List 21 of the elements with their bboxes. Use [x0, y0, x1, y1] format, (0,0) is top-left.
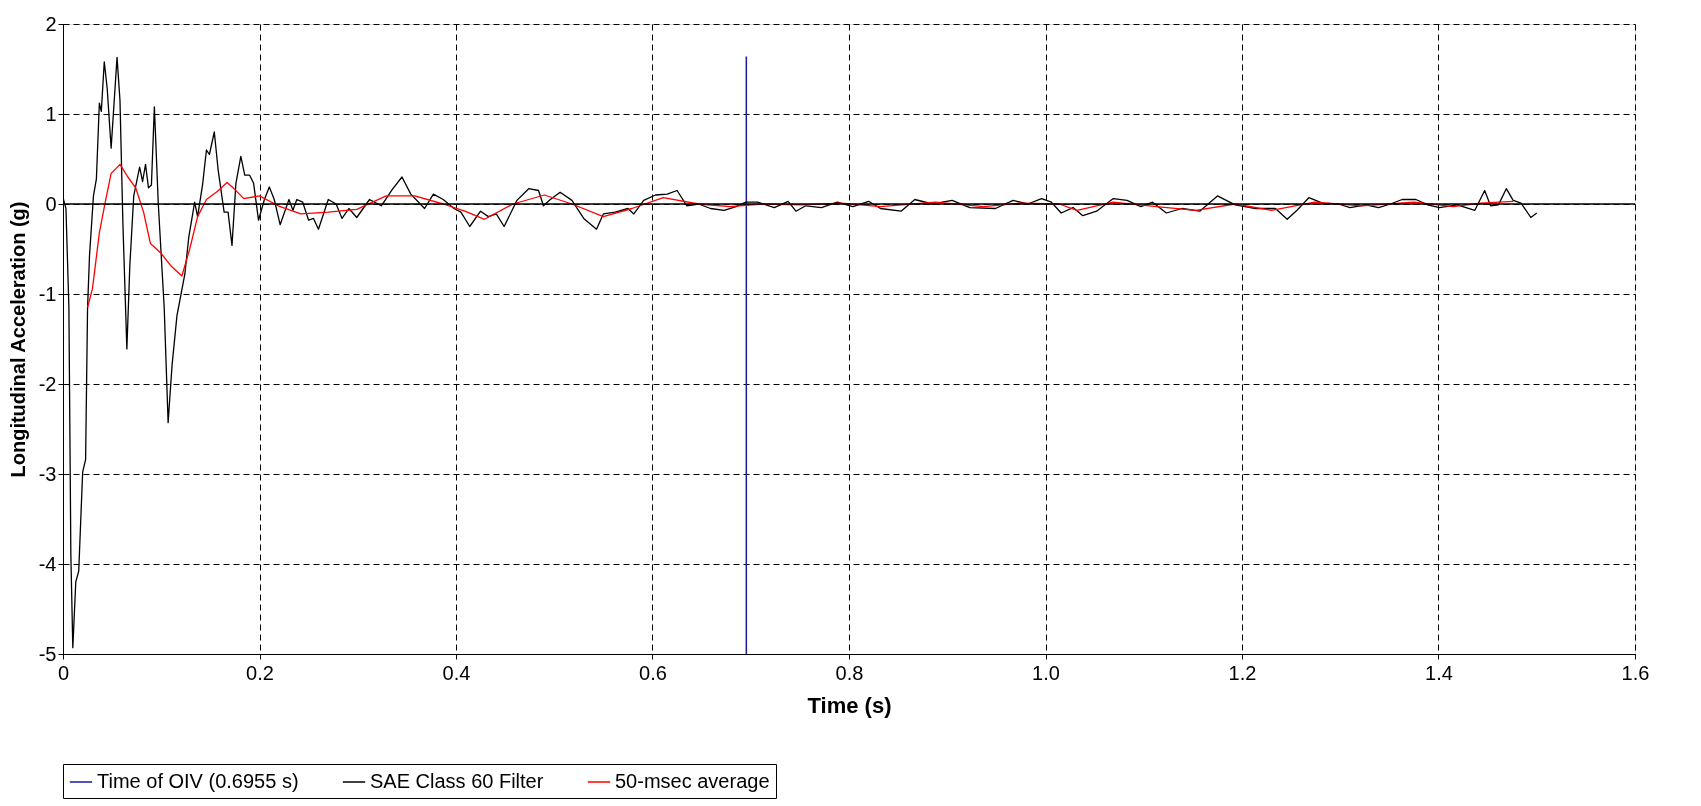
legend-label: Time of OIV (0.6955 s)	[97, 770, 299, 792]
x-tick-label: 0.6	[639, 661, 667, 684]
x-tick-label: 0.2	[246, 661, 274, 684]
x-tick-label: 0.8	[835, 661, 864, 684]
y-tick-label: 0	[45, 192, 57, 215]
x-tick-label: 1.6	[1621, 661, 1650, 684]
x-tick-label: 1.4	[1425, 661, 1453, 684]
x-tick-label: 1.0	[1032, 661, 1060, 684]
y-tick-label: -3	[38, 462, 57, 485]
legend-label: 50-msec average	[615, 770, 770, 792]
y-axis-title: Longitudinal Acceleration (g)	[6, 201, 29, 478]
y-tick-label: 1	[45, 102, 57, 125]
y-tick-label: -5	[38, 642, 57, 665]
x-tick-label: 1.2	[1228, 661, 1257, 684]
y-tick-label: -4	[38, 552, 57, 575]
y-tick-label: 2	[45, 12, 57, 35]
legend-label: SAE Class 60 Filter	[370, 770, 544, 792]
y-tick-label: -2	[38, 372, 57, 395]
y-tick-label: -1	[38, 282, 57, 305]
x-tick-label: 0.4	[442, 661, 471, 684]
x-axis-title: Time (s)	[807, 692, 892, 718]
